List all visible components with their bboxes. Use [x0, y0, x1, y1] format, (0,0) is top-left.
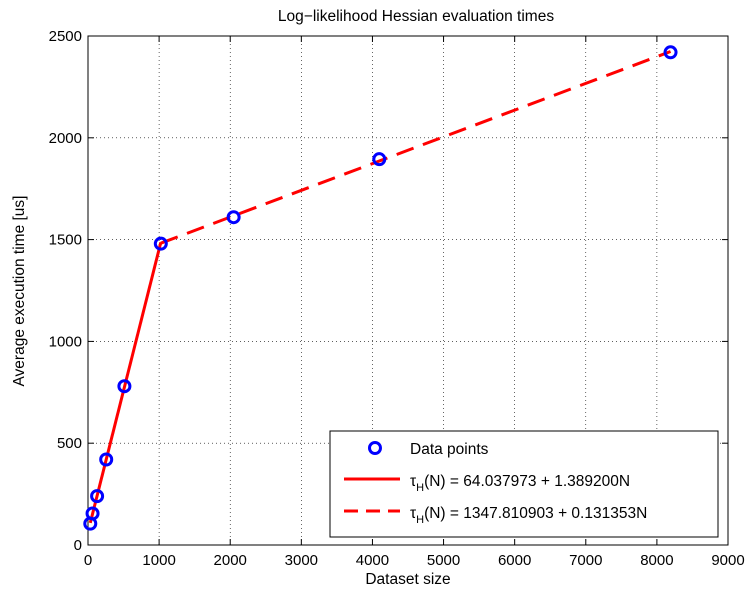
- x-tick-label: 6000: [498, 552, 531, 569]
- data-point: [90, 489, 105, 504]
- plot-frame: [87, 35, 729, 546]
- legend-fit-2-formula: (N) = 1347.810903 + 0.131353N: [424, 505, 647, 522]
- y-tick-label: 500: [57, 435, 82, 452]
- data-point: [117, 379, 132, 394]
- data-point: [99, 452, 114, 467]
- legend-box: [329, 430, 719, 538]
- data-point: [85, 506, 100, 521]
- legend-fit-1-formula: (N) = 64.037973 + 1.389200N: [424, 473, 630, 490]
- y-tick-label: 1500: [49, 232, 82, 249]
- legend-fit-2-tau: τ: [410, 505, 416, 522]
- legend-marker-data-points: [368, 441, 382, 455]
- series-layer: [83, 45, 678, 531]
- legend-label-fit-2: τH(N) = 1347.810903 + 0.131353N: [410, 505, 647, 526]
- x-tick-label: 9000: [711, 552, 744, 569]
- data-point: [372, 152, 387, 167]
- fit-line-dashed: [160, 50, 672, 245]
- x-tick-label: 2000: [214, 552, 247, 569]
- data-point: [153, 236, 168, 251]
- y-tick-label: 0: [74, 537, 82, 554]
- legend-fit-1-subscript: H: [416, 482, 424, 494]
- y-tick-label: 2500: [49, 28, 82, 45]
- x-tick-label: 8000: [640, 552, 673, 569]
- x-tick-label: 1000: [142, 552, 175, 569]
- axis-ticks: 0 1000 2000 3000 4000 5000 6000 7000 8000 9000 0 50…: [49, 28, 745, 569]
- x-tick-label: 0: [84, 552, 92, 569]
- x-tick-label: 3000: [285, 552, 318, 569]
- data-point: [226, 210, 241, 225]
- legend-fit-1-tau: τ: [410, 473, 416, 490]
- x-axis-title: Dataset size: [365, 571, 450, 588]
- legend-label-data-points: Data points: [410, 441, 489, 458]
- legend-fit-2-subscript: H: [416, 514, 424, 526]
- y-tick-label: 2000: [49, 130, 82, 147]
- chart-title: Log−likelihood Hessian evaluation times: [278, 8, 554, 25]
- y-tick-label: 1000: [49, 333, 82, 350]
- x-tick-label: 7000: [569, 552, 602, 569]
- fit-line-solid: [88, 241, 163, 524]
- y-axis-title: Average execution time [us]: [11, 196, 28, 387]
- x-tick-label: 4000: [356, 552, 389, 569]
- legend: Data points τH(N) = 64.037973 + 1.389200…: [329, 430, 719, 538]
- x-tick-label: 5000: [427, 552, 460, 569]
- legend-label-fit-1: τH(N) = 64.037973 + 1.389200N: [410, 473, 630, 494]
- data-point: [663, 45, 678, 60]
